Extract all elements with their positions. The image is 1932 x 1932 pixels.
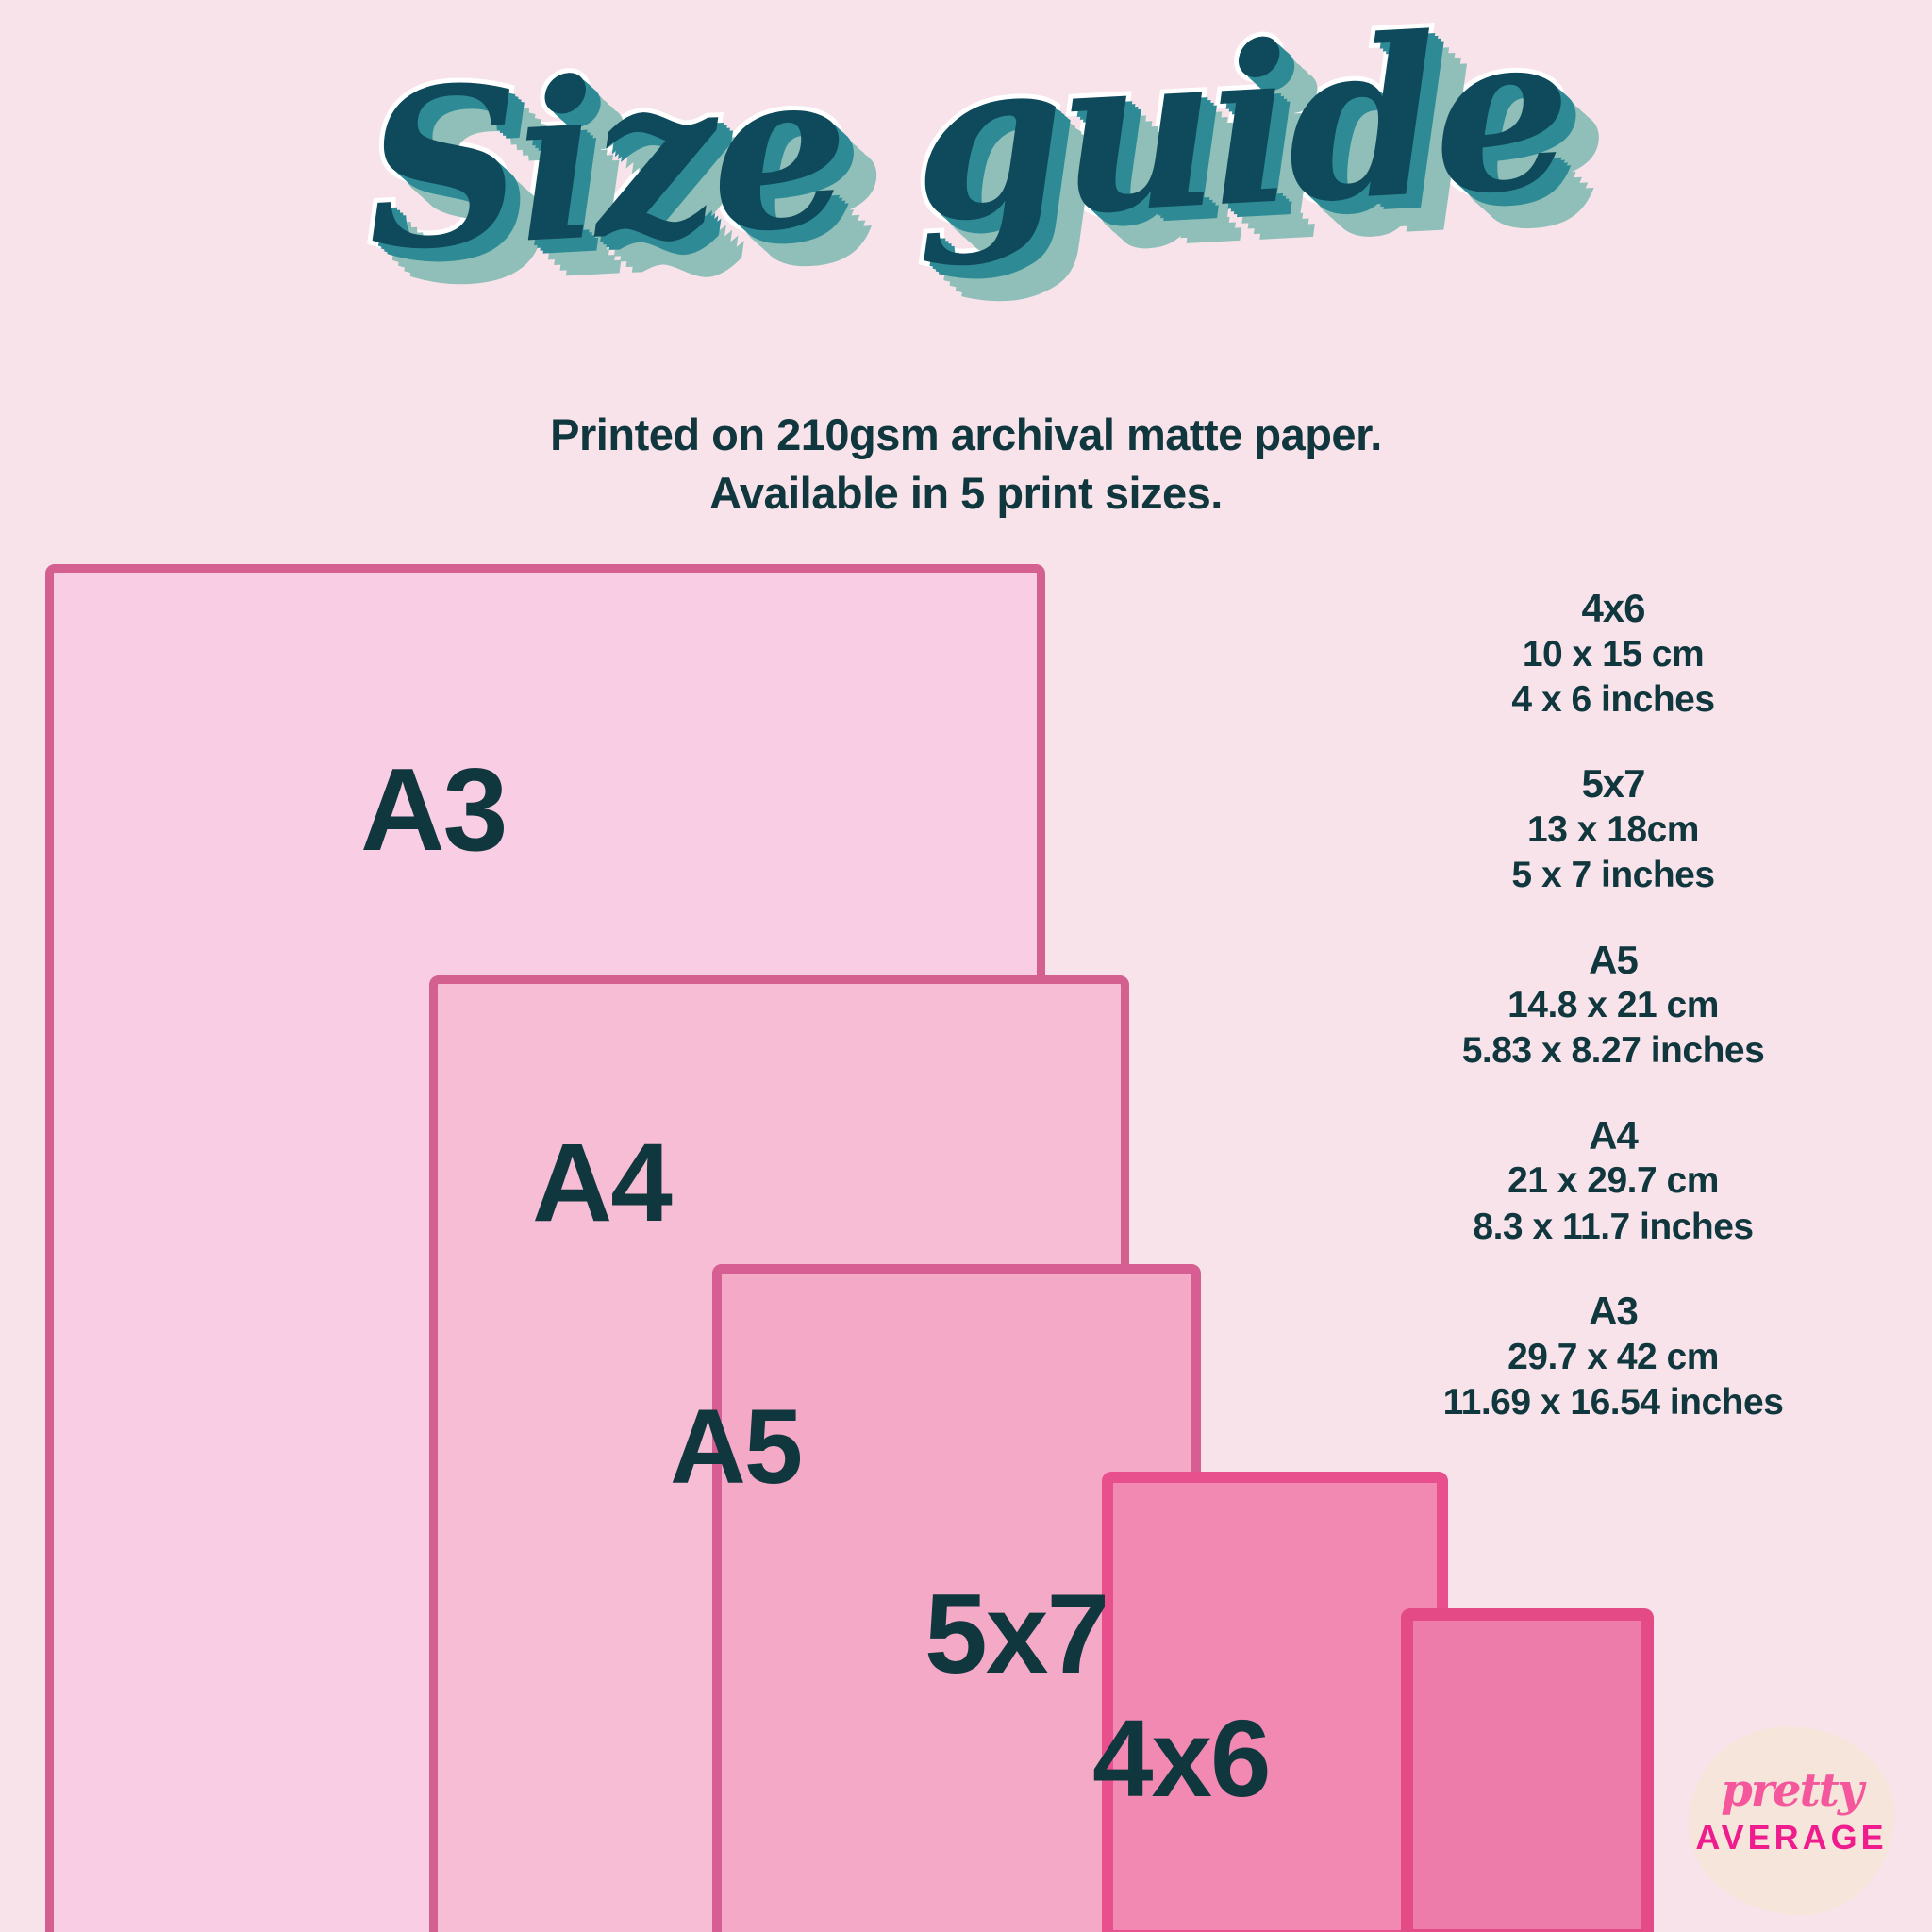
subtitle: Printed on 210gsm archival matte paper. …	[0, 406, 1932, 523]
size-metric-a3: 29.7 x 42 cm	[1507, 1336, 1719, 1377]
size-imperial-4x6: 4 x 6 inches	[1511, 678, 1715, 720]
size-entry-5x7: 5x7 13 x 18cm 5 x 7 inches	[1387, 760, 1840, 898]
size-name-a4: A4	[1589, 1112, 1639, 1158]
paper-rect-4x6[interactable]: 4x6	[1092, 1608, 1654, 1932]
size-entry-a5: A5 14.8 x 21 cm 5.83 x 8.27 inches	[1387, 937, 1840, 1074]
size-name-4x6: 4x6	[1581, 586, 1645, 630]
size-metric-a5: 14.8 x 21 cm	[1507, 985, 1719, 1026]
size-metric-5x7: 13 x 18cm	[1527, 808, 1700, 850]
size-name-a5: A5	[1589, 937, 1639, 982]
subtitle-line-2: Available in 5 print sizes.	[709, 468, 1223, 519]
logo-script-word: pretty	[1721, 1764, 1864, 1817]
logo-blob-shape	[1689, 1726, 1894, 1915]
size-entry-a3: A3 29.7 x 42 cm 11.69 x 16.54 inches	[1387, 1288, 1840, 1425]
size-entry-a4: A4 21 x 29.7 cm 8.3 x 11.7 inches	[1387, 1112, 1840, 1250]
brand-logo[interactable]: pretty AVERAGE	[1689, 1726, 1894, 1915]
size-metric-a4: 21 x 29.7 cm	[1507, 1160, 1719, 1202]
paper-label-a3: A3	[360, 745, 508, 875]
size-imperial-a3: 11.69 x 16.54 inches	[1442, 1381, 1784, 1423]
size-imperial-5x7: 5 x 7 inches	[1511, 855, 1715, 896]
size-name-a3: A3	[1589, 1289, 1639, 1334]
size-name-5x7: 5x7	[1581, 761, 1645, 807]
paper-label-4x6: 4x6	[1092, 1697, 1272, 1820]
size-imperial-a4: 8.3 x 11.7 inches	[1473, 1206, 1754, 1247]
paper-rect-5x7[interactable]: 5x7	[924, 1472, 1448, 1932]
size-imperial-a5: 5.83 x 8.27 inches	[1461, 1030, 1765, 1072]
logo-caps-word: AVERAGE	[1695, 1818, 1888, 1857]
size-dimension-list: 4x6 10 x 15 cm 4 x 6 inches 5x7 13 x 18c…	[1387, 585, 1840, 1425]
subtitle-line-1: Printed on 210gsm archival matte paper.	[550, 409, 1382, 459]
size-entry-4x6: 4x6 10 x 15 cm 4 x 6 inches	[1387, 585, 1840, 723]
paper-label-a4: A4	[532, 1121, 673, 1245]
paper-label-a5: A5	[670, 1388, 803, 1506]
size-metric-4x6: 10 x 15 cm	[1522, 633, 1705, 675]
paper-label-5x7: 5x7	[924, 1571, 1109, 1697]
